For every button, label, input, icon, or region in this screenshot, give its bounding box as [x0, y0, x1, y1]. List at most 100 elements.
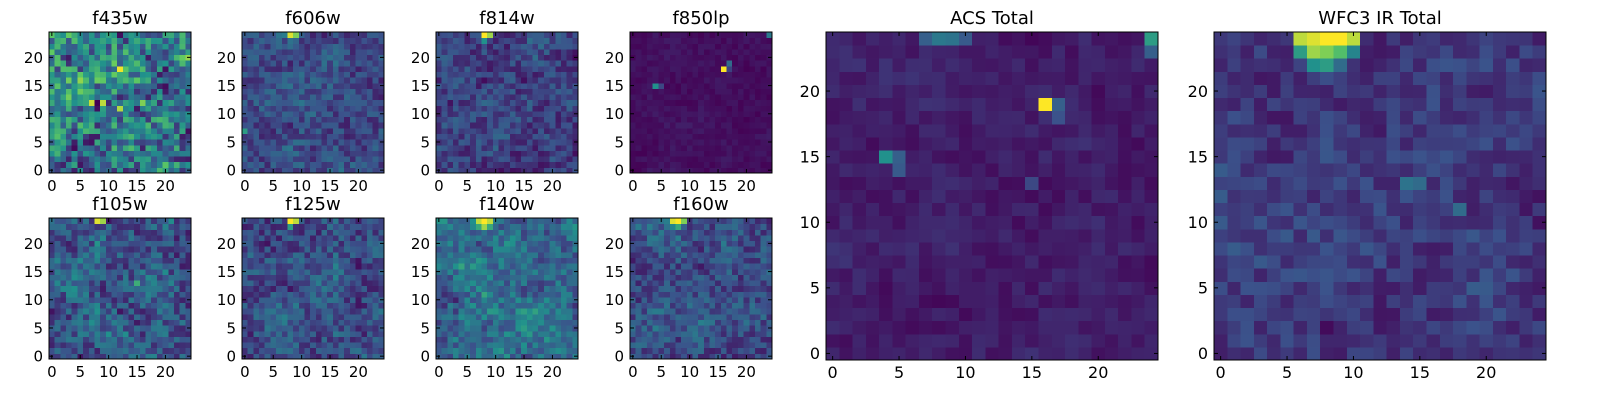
heatmap-cell	[168, 82, 175, 89]
heatmap-cell	[60, 330, 67, 337]
heatmap-cell	[555, 122, 562, 129]
heatmap-cell	[504, 54, 511, 61]
heatmap-cell	[441, 342, 448, 349]
heatmap-cell	[304, 32, 311, 39]
heatmap-cell	[492, 88, 499, 95]
y-tick-label: 5	[226, 319, 236, 337]
heatmap-cell	[675, 133, 682, 140]
heatmap-cell	[732, 319, 739, 326]
heatmap-cell	[475, 313, 482, 321]
heatmap-cell	[572, 336, 579, 343]
heatmap-cell	[732, 313, 739, 321]
x-tick-label: 15	[514, 363, 533, 381]
heatmap-cell	[338, 308, 345, 315]
heatmap-cell	[259, 280, 266, 287]
heatmap-cell	[310, 133, 317, 140]
heatmap-cell	[543, 229, 551, 236]
heatmap-cell	[441, 240, 448, 247]
heatmap-cell	[332, 88, 340, 95]
heatmap-cell	[321, 122, 328, 129]
heatmap-cell	[151, 234, 158, 242]
heatmap-cell	[168, 77, 175, 84]
heatmap-cell	[270, 127, 277, 135]
heatmap-cell	[270, 342, 277, 349]
heatmap-cell	[498, 263, 505, 270]
heatmap-cell	[83, 139, 90, 146]
heatmap-cell	[259, 110, 266, 118]
heatmap-cell	[509, 280, 517, 287]
heatmap-cell	[470, 263, 477, 270]
heatmap-cell	[498, 116, 505, 123]
heatmap-cell	[242, 65, 249, 72]
heatmap-cell	[71, 167, 78, 174]
heatmap-cell	[77, 60, 84, 67]
heatmap-cell	[162, 127, 169, 135]
heatmap-cell	[281, 105, 288, 112]
heatmap-cell	[66, 218, 73, 225]
heatmap-cell	[349, 302, 357, 309]
heatmap-cell	[253, 65, 260, 72]
heatmap-cell	[436, 246, 443, 253]
heatmap-cell	[698, 330, 705, 337]
heatmap-cell	[726, 336, 733, 343]
heatmap-cell	[145, 308, 152, 315]
heatmap-cell	[743, 139, 750, 146]
heatmap-cell	[298, 274, 305, 281]
heatmap-cell	[88, 218, 95, 225]
heatmap-cell	[366, 54, 374, 61]
heatmap-cell	[77, 336, 84, 343]
heatmap-cell	[754, 156, 762, 163]
heatmap-cell	[566, 308, 573, 315]
heatmap-cell	[242, 71, 249, 78]
heatmap-cell	[338, 77, 345, 84]
x-tick-label: 10	[486, 177, 505, 195]
heatmap-cell	[635, 291, 642, 298]
heatmap-cell	[549, 268, 556, 275]
heatmap-cell	[658, 144, 665, 151]
heatmap-cell	[481, 82, 488, 89]
heatmap-cell	[66, 268, 73, 275]
heatmap-cell	[726, 71, 733, 78]
heatmap-cell	[247, 43, 254, 50]
heatmap-cell	[242, 285, 249, 292]
heatmap-cell	[287, 133, 294, 140]
heatmap-cell	[173, 302, 181, 309]
heatmap-cell	[304, 285, 311, 292]
heatmap-cell	[475, 285, 482, 292]
heatmap-cell	[464, 77, 471, 84]
heatmap-cell	[287, 274, 294, 281]
heatmap-cell	[498, 139, 505, 146]
heatmap-cell	[566, 313, 573, 321]
heatmap-cell	[436, 122, 443, 129]
heatmap-cell	[293, 71, 300, 78]
heatmap-cell	[498, 313, 505, 321]
heatmap-cell	[760, 71, 767, 78]
heatmap-cell	[726, 150, 733, 157]
heatmap-cell	[281, 257, 288, 264]
heatmap-cell	[355, 291, 362, 298]
heatmap-cell	[168, 251, 175, 258]
heatmap-cell	[487, 60, 494, 67]
y-tick-label: 0	[420, 162, 430, 180]
heatmap-cell	[481, 133, 488, 140]
heatmap-cell	[83, 240, 90, 247]
heatmap-cell	[304, 156, 311, 163]
heatmap-cell	[549, 105, 556, 112]
heatmap-cell	[669, 105, 676, 112]
heatmap-cell	[566, 127, 573, 135]
heatmap-cell	[117, 88, 124, 95]
heatmap-cell	[560, 71, 568, 78]
heatmap-cell	[572, 313, 579, 321]
heatmap-cell	[709, 110, 716, 118]
heatmap-cell	[66, 240, 73, 247]
heatmap-cell	[372, 246, 379, 253]
heatmap-cell	[560, 246, 568, 253]
heatmap-cell	[749, 88, 756, 95]
heatmap-cell	[264, 296, 271, 304]
heatmap-cell	[732, 330, 739, 337]
heatmap-cell	[94, 347, 101, 354]
heatmap-cell	[481, 65, 488, 72]
heatmap-cell	[698, 156, 705, 163]
heatmap-cell	[117, 71, 124, 78]
heatmap-cell	[492, 60, 499, 67]
